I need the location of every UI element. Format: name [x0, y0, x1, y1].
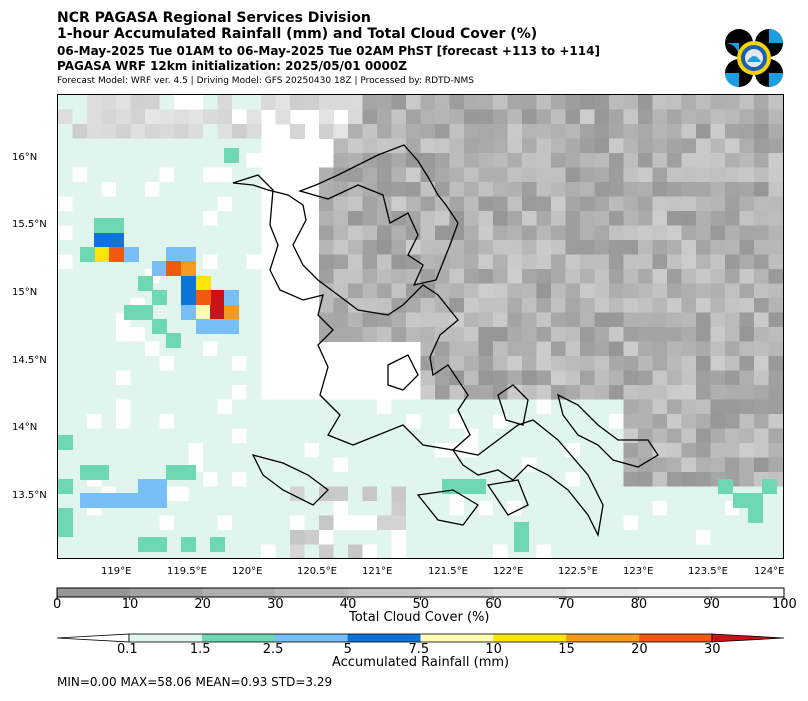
map-canvas [58, 95, 783, 558]
rain-colorbar-segment [639, 634, 713, 642]
rainfall-colorbar-label: Accumulated Rainfall (mm) [332, 655, 510, 670]
rain-colorbar-tick: 1.5 [189, 642, 211, 657]
rain-colorbar-segment [347, 634, 421, 642]
rain-colorbar-segment [566, 634, 640, 642]
rain-colorbar-segment [420, 634, 494, 642]
initialization-info: PAGASA WRF 12km initialization: 2025/05/… [57, 59, 407, 73]
cloud-colorbar-segment [275, 588, 349, 597]
rainfall-colorbar [56, 633, 785, 643]
longitude-tick-label: 120.5°E [297, 566, 337, 577]
rainfall-cells [58, 148, 777, 552]
latitude-tick-label: 15°N [12, 287, 38, 298]
longitude-tick-label: 119.5°E [167, 566, 207, 577]
rainfall-cloud-map [57, 94, 784, 559]
cloud-colorbar-segment [638, 588, 712, 597]
cloud-colorbar-segment [493, 588, 567, 597]
longitude-tick-label: 122.5°E [558, 566, 598, 577]
cloud-colorbar-tick: 80 [630, 597, 648, 612]
longitude-tick-label: 122°E [493, 566, 524, 577]
cloud-colorbar-segment [711, 588, 785, 597]
latitude-tick-label: 15.5°N [12, 219, 47, 230]
statistics-summary: MIN=0.00 MAX=58.06 MEAN=0.93 STD=3.29 [57, 675, 333, 689]
cloud-colorbar-tick: 40 [339, 597, 357, 612]
rain-colorbar-over [711, 633, 785, 643]
valid-time: 06-May-2025 Tue 01AM to 06-May-2025 Tue … [57, 44, 600, 58]
latitude-tick-label: 14°N [12, 422, 38, 433]
rain-colorbar-tick: 30 [704, 642, 721, 657]
cloud-colorbar-segment [57, 588, 130, 597]
rain-colorbar-segment [129, 634, 203, 642]
cloud-colorbar-tick: 10 [121, 597, 139, 612]
longitude-tick-label: 123°E [623, 566, 654, 577]
longitude-tick-label: 119°E [101, 566, 132, 577]
rain-colorbar-tick: 2.5 [262, 642, 284, 657]
rain-colorbar-segment [493, 634, 567, 642]
figure-title: NCR PAGASA Regional Services Division [57, 10, 371, 26]
rain-colorbar-tick: 0.1 [117, 642, 138, 657]
cloud-colorbar-segment [347, 588, 421, 597]
cloud-cover-colorbar [56, 587, 785, 600]
cloud-colorbar-tick: 90 [703, 597, 720, 612]
cloud-colorbar-segment [202, 588, 276, 597]
latitude-tick-label: 13.5°N [12, 490, 47, 501]
rain-colorbar-under [56, 633, 130, 643]
longitude-tick-label: 124°E [754, 566, 785, 577]
longitude-tick-label: 123.5°E [688, 566, 728, 577]
longitude-tick-label: 121°E [362, 566, 393, 577]
model-info: Forecast Model: WRF ver. 4.5 | Driving M… [57, 76, 474, 86]
cloud-colorbar-tick: 60 [485, 597, 502, 612]
rain-colorbar-tick: 7.5 [408, 642, 430, 657]
rain-colorbar-tick: 20 [631, 642, 648, 657]
cloud-colorbar-tick: 70 [557, 597, 575, 612]
figure-subtitle: 1-hour Accumulated Rainfall (mm) and Tot… [57, 26, 538, 42]
cloud-colorbar-tick: 20 [194, 597, 211, 612]
coastline [232, 144, 659, 538]
cloud-colorbar-tick: 0 [53, 597, 62, 612]
pagasa-logo-icon [725, 29, 783, 87]
latitude-tick-label: 14.5°N [12, 355, 47, 366]
rain-colorbar-tick: 15 [558, 642, 575, 657]
cloud-colorbar-tick: 50 [412, 597, 430, 612]
longitude-tick-label: 121.5°E [428, 566, 468, 577]
cloud-cover-field [58, 95, 783, 558]
cloud-colorbar-tick: 100 [772, 597, 797, 612]
latitude-tick-label: 16°N [12, 152, 38, 163]
rain-colorbar-segment [274, 634, 348, 642]
cloud-colorbar-segment [129, 588, 203, 597]
cloud-colorbar-label: Total Cloud Cover (%) [349, 610, 490, 625]
longitude-tick-label: 120°E [232, 566, 263, 577]
rain-colorbar-segment [201, 634, 276, 642]
rain-colorbar-tick: 5 [343, 642, 352, 657]
cloud-colorbar-segment [420, 588, 494, 597]
rain-colorbar-tick: 10 [485, 642, 502, 657]
cloud-colorbar-tick: 30 [267, 597, 284, 612]
cloud-colorbar-segment [565, 588, 639, 597]
